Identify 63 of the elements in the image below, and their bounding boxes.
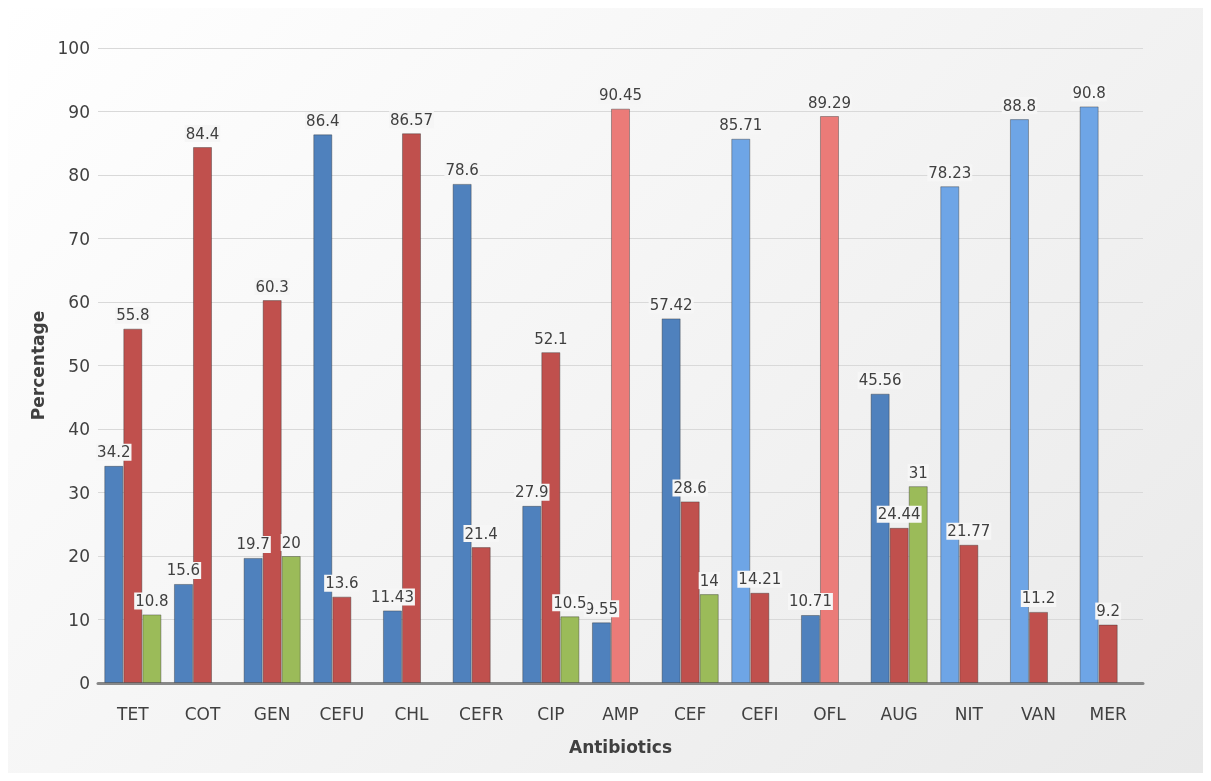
y-tick-label: 20	[68, 546, 90, 566]
data-label: 45.56	[858, 371, 902, 390]
x-tick-label: MER	[1089, 703, 1127, 724]
data-label: 88.8	[1002, 96, 1037, 115]
data-label: 20	[281, 533, 301, 552]
data-label: 85.71	[719, 116, 763, 135]
data-label: 86.57	[390, 110, 433, 129]
x-tick-label: OFL	[813, 703, 847, 724]
x-tick-label: NIT	[954, 703, 984, 724]
x-tick-label: CEFI	[741, 703, 779, 724]
y-tick-label: 90	[68, 101, 90, 122]
x-tick-label: CEFR	[459, 703, 504, 724]
data-label: 27.9	[515, 483, 549, 502]
data-label: 90.45	[599, 86, 642, 105]
x-tick-label: CEFU	[319, 703, 365, 724]
y-tick-label: 0	[79, 673, 90, 693]
x-tick-label: CHL	[394, 703, 430, 724]
y-tick-label: 60	[68, 292, 90, 312]
data-label: 57.42	[649, 295, 693, 314]
data-label: 21.4	[464, 524, 498, 543]
data-label: 14	[699, 571, 719, 590]
data-label: 31	[908, 463, 928, 482]
y-tick-label: 30	[68, 482, 90, 503]
data-label: 90.8	[1072, 83, 1106, 102]
data-label: 13.6	[325, 574, 359, 593]
data-label: 15.6	[166, 561, 201, 580]
data-label: 10.71	[788, 592, 832, 611]
y-tick-label: 70	[68, 228, 90, 249]
data-label: 21.77	[947, 522, 991, 541]
data-label: 55.8	[116, 306, 150, 325]
y-tick-label: 10	[68, 609, 90, 630]
data-label: 78.6	[445, 161, 479, 180]
y-tick-label: 50	[68, 355, 90, 376]
y-tick-label: 40	[68, 419, 90, 439]
data-label: 9.55	[584, 599, 619, 618]
data-label: 28.6	[673, 478, 707, 497]
data-label: 34.2	[97, 443, 131, 462]
data-label: 60.3	[255, 277, 289, 296]
y-tick-label: 100	[57, 38, 90, 58]
x-axis-title: Antibiotics	[568, 736, 673, 757]
x-tick-label: GEN	[253, 703, 291, 724]
x-tick-label: VAN	[1021, 703, 1056, 724]
data-label: 52.1	[534, 329, 568, 348]
data-label: 24.44	[877, 505, 921, 524]
y-tick-label: 80	[68, 165, 90, 185]
data-label: 11.43	[370, 587, 414, 606]
data-label: 10.8	[135, 591, 169, 610]
x-tick-label: TET	[116, 703, 150, 724]
x-tick-label: AMP	[602, 703, 639, 724]
data-label: 86.4	[306, 111, 340, 130]
x-tick-label: AUG	[880, 703, 918, 724]
data-label: 89.29	[808, 93, 851, 112]
data-label: 14.21	[738, 570, 782, 589]
data-label: 19.7	[236, 535, 270, 554]
data-label: 11.2	[1021, 589, 1056, 608]
y-axis-title: Percentage	[28, 310, 49, 421]
data-label: 9.2	[1096, 602, 1121, 621]
x-tick-label: COT	[184, 703, 221, 724]
data-label: 84.4	[185, 124, 220, 143]
x-tick-label: CEF	[673, 703, 707, 724]
x-tick-label: CIP	[537, 703, 565, 724]
data-label: 10.5	[553, 593, 587, 612]
data-label: 78.23	[928, 163, 972, 182]
